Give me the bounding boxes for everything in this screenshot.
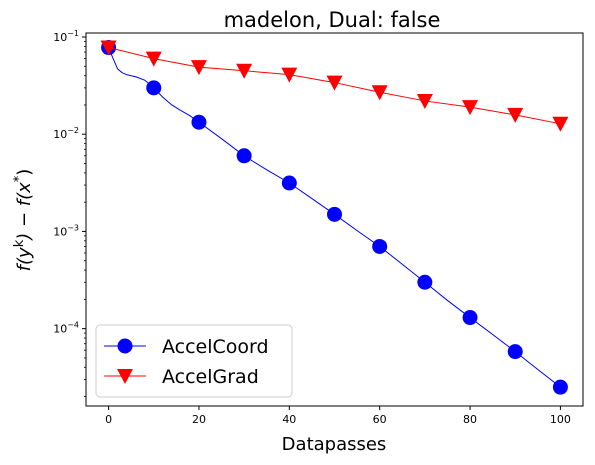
data-point-accelgrad xyxy=(416,93,433,109)
y-axis-ticks: 10−1 10−2 10−3 10−4 xyxy=(53,29,86,397)
x-tick-label: 40 xyxy=(282,413,296,426)
y-tick-label: 10−2 xyxy=(53,126,79,141)
data-point-accelcoord xyxy=(191,114,207,130)
y-tick-label: 10−1 xyxy=(53,29,79,44)
plot-area xyxy=(85,32,584,407)
data-point-accelgrad xyxy=(552,116,569,132)
data-point-accelcoord xyxy=(146,80,162,96)
chart-title: madelon, Dual: false xyxy=(224,8,441,32)
data-point-accelcoord xyxy=(417,274,433,290)
legend-marker-accelcoord xyxy=(117,338,133,354)
x-tick-label: 0 xyxy=(105,413,112,426)
series-accelgrad xyxy=(100,40,569,132)
x-axis-label: Datapasses xyxy=(282,434,387,455)
series-line-accelcoord xyxy=(108,47,561,388)
data-point-accelgrad xyxy=(281,67,298,83)
legend-marker-accelgrad xyxy=(117,369,133,384)
legend-label-accelgrad: AccelGrad xyxy=(162,366,259,388)
data-point-accelcoord xyxy=(327,206,342,222)
data-point-accelgrad xyxy=(326,75,343,91)
data-point-accelcoord xyxy=(552,379,568,395)
x-tick-label: 100 xyxy=(550,413,571,426)
legend-box xyxy=(95,324,293,398)
x-tick-label: 20 xyxy=(192,413,206,426)
y-tick-label: 10−4 xyxy=(53,321,79,336)
series-accelcoord xyxy=(101,40,568,395)
data-point-accelcoord xyxy=(507,344,523,360)
data-point-accelgrad xyxy=(371,85,388,101)
legend-label-accelcoord: AccelCoord xyxy=(162,336,269,358)
x-tick-label: 80 xyxy=(463,413,477,426)
data-point-accelcoord xyxy=(236,148,252,164)
data-point-accelcoord xyxy=(462,310,478,326)
legend: AccelCoord AccelGrad xyxy=(95,324,293,398)
x-tick-label: 60 xyxy=(373,413,387,426)
data-point-accelgrad xyxy=(462,100,479,116)
x-axis-ticks: 0 20 40 60 80 100 xyxy=(105,406,571,426)
data-point-accelgrad xyxy=(100,40,117,56)
data-point-accelcoord xyxy=(281,175,297,191)
data-point-accelgrad xyxy=(145,51,162,67)
series-layer xyxy=(100,40,569,395)
y-axis-label: f(yk) − f(x*) xyxy=(12,169,35,272)
y-tick-label: 10−3 xyxy=(53,223,79,238)
data-point-accelgrad xyxy=(507,107,524,123)
axes-frame xyxy=(85,32,584,407)
data-point-accelgrad xyxy=(190,60,207,76)
data-point-accelcoord xyxy=(372,238,388,254)
data-point-accelgrad xyxy=(236,63,253,79)
